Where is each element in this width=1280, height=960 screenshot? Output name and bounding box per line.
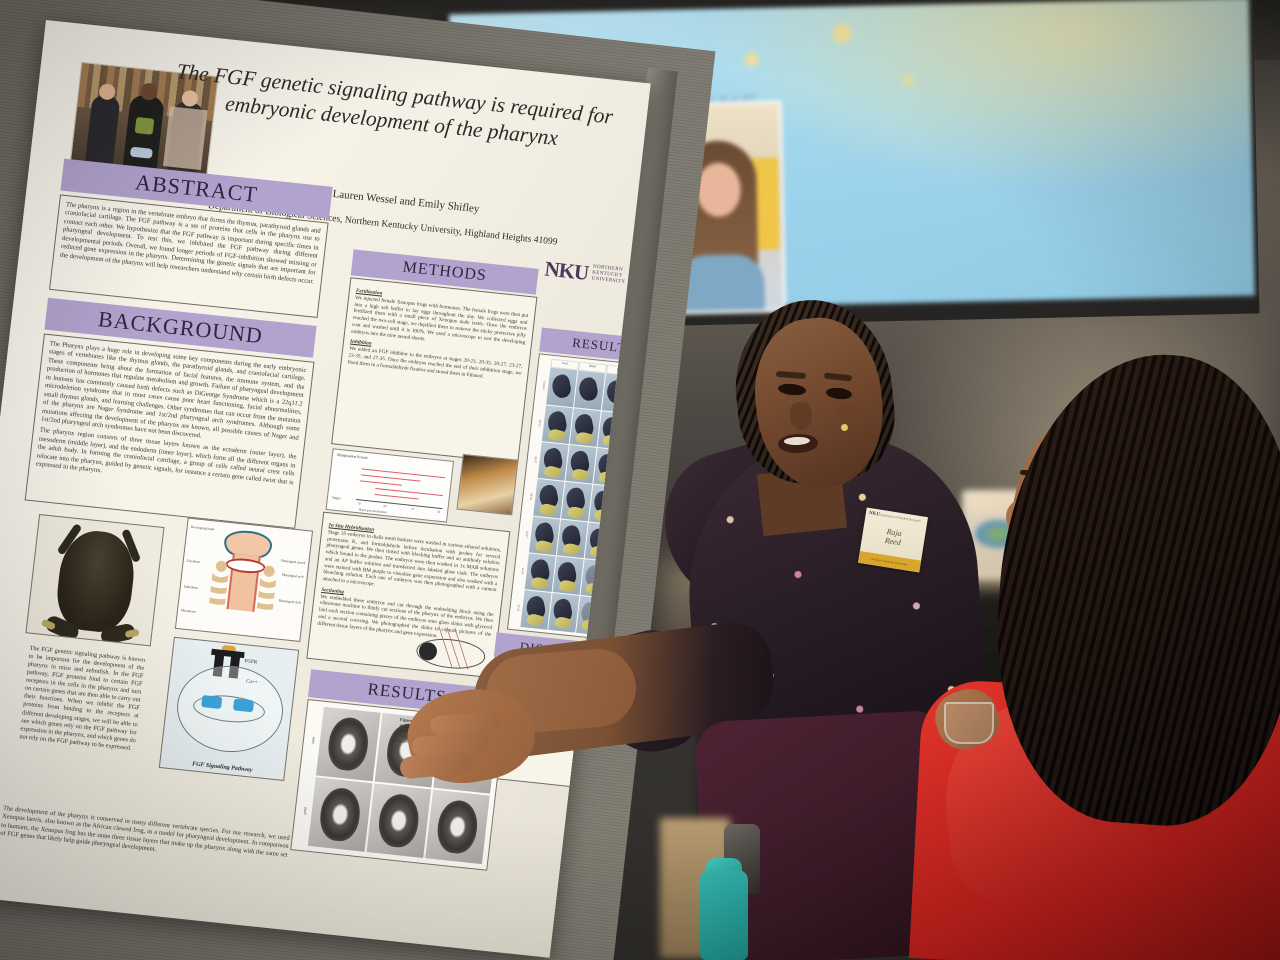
section-cell <box>307 777 373 852</box>
sectioning-sketch-icon <box>416 626 486 670</box>
chart-ylabel: Stages <box>331 495 342 501</box>
chart-tick-0: 10 <box>357 501 361 506</box>
xenopus-frog-photo <box>25 513 165 647</box>
embryo-cell <box>546 368 578 408</box>
embryo-cell <box>533 479 565 519</box>
arch-label-brain: Developing brain <box>190 524 215 532</box>
embryo-cell <box>529 516 561 556</box>
nku-logo: NKU NORTHERN KENTUCKY UNIVERSITY <box>543 252 638 295</box>
background-body: The Pharynx plays a huge role in develop… <box>24 333 315 529</box>
embryo-cell <box>565 445 597 485</box>
arch-label-ectoderm: Ectoderm <box>186 558 201 565</box>
embryo-cell <box>552 556 584 596</box>
chart-title: Manipulation Periods <box>336 452 369 461</box>
section-cell <box>315 706 381 782</box>
background-paragraph-4: The development of the pharynx is conser… <box>0 804 290 859</box>
pharyngeal-arch-diagram: Developing brain Ectoderm Endoderm Mesod… <box>174 517 314 642</box>
chart-tick-1: 20 <box>383 503 387 509</box>
background-paragraph-3: The FGF genetic signaling pathway is kno… <box>19 644 146 752</box>
embryo-cell <box>569 407 601 448</box>
embryo-cell <box>537 442 569 482</box>
chart-tick-3: 35 <box>436 509 441 514</box>
badge-last-name: Reed <box>884 535 902 547</box>
target-gene-icon-1 <box>201 695 223 710</box>
nku-logo-mark: NKU <box>543 256 590 285</box>
embryo-cell <box>561 482 593 522</box>
frog-body-icon <box>53 527 139 635</box>
water-bottle <box>700 870 748 960</box>
name-badge: NKU Celebration of Student Research Raja… <box>858 507 928 573</box>
embryo-cell <box>525 553 557 593</box>
methods-body-top: Fertilization We injected female Xenopus… <box>331 277 538 464</box>
methods-lab-photo <box>456 453 519 516</box>
embryo-cell <box>548 593 580 633</box>
embryo-cell <box>520 590 552 630</box>
arch-label-endoderm: Endoderm <box>183 584 199 590</box>
embryo-cell <box>574 370 606 411</box>
lab-glove <box>129 146 153 159</box>
background-paragraph-4-box: The development of the pharynx is conser… <box>0 799 296 910</box>
background-paragraph-3-box: The FGF genetic signaling pathway is kno… <box>7 639 152 801</box>
visitor-cup <box>944 702 994 744</box>
badge-name-text: Raja Reed <box>861 524 925 551</box>
fgfr-label: FGFR <box>244 659 258 666</box>
research-poster: The FGF genetic signaling pathway is req… <box>0 20 651 958</box>
fgf-pathway-diagram: FGFR Ca++ FGF Signaling Pathway <box>158 636 300 782</box>
manipulation-periods-chart: Manipulation Periods Stages 10 20 27 35 … <box>325 448 455 523</box>
nku-logo-wordmark: NORTHERN KENTUCKY UNIVERSITY <box>591 264 627 286</box>
badge-event-title: Celebration of Student Research <box>879 512 921 524</box>
results-bottom-caption: Figure 2. Transverse sectioning of the p… <box>386 717 499 847</box>
arch-label-mesoderm: Mesoderm <box>180 608 196 614</box>
embryo-cell <box>556 519 589 559</box>
chart-xlabel: Hours post-fertilization <box>358 507 387 515</box>
chart-tick-2: 27 <box>411 506 415 512</box>
arch-label-arch: Pharyngeal arch <box>281 572 304 579</box>
arch-label-pouch: Pharyngeal pouch <box>280 558 306 566</box>
embryo-cell <box>542 405 574 445</box>
arch-label-cleft: Pharyngeal cleft <box>278 598 301 605</box>
calcium-label: Ca++ <box>245 679 258 686</box>
target-gene-icon-2 <box>232 698 255 713</box>
fgf-pathway-caption: FGF Signaling Pathway <box>191 761 253 774</box>
